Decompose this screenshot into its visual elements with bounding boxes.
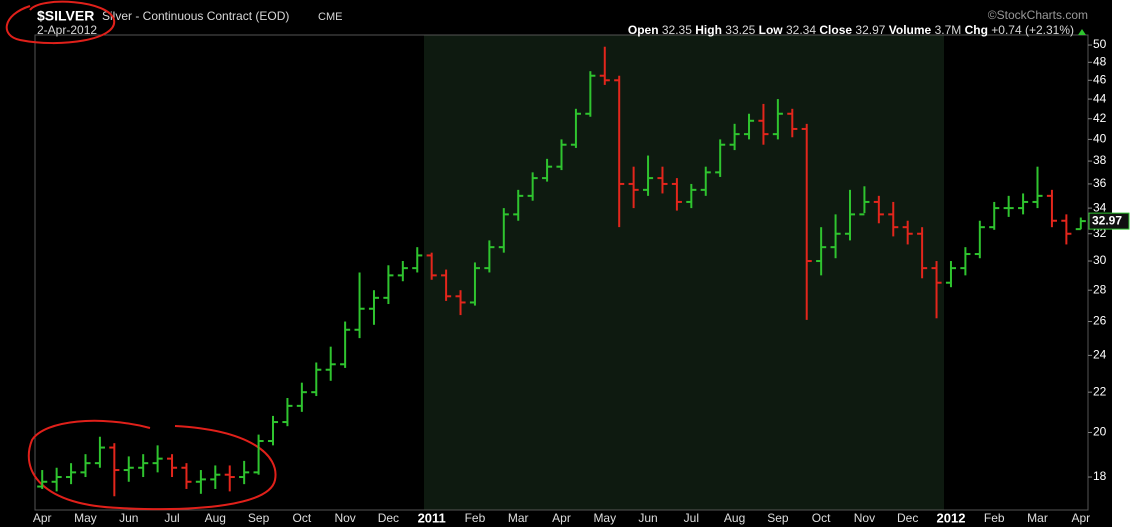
x-tick-label: Sep [248, 511, 270, 525]
x-tick-label: Aug [724, 511, 745, 525]
y-tick-label: 46 [1093, 72, 1107, 86]
x-tick-label: Apr [33, 511, 52, 525]
x-tick-label: Dec [897, 511, 918, 525]
change-arrow [1078, 29, 1086, 35]
y-tick-label: 38 [1093, 153, 1107, 167]
annotation-circle [27, 419, 277, 511]
quote-label: Close [819, 23, 852, 37]
x-tick-label: Jul [684, 511, 699, 525]
date: 2-Apr-2012 [37, 23, 97, 37]
x-tick-label: Oct [812, 511, 831, 525]
x-tick-label: Oct [293, 511, 312, 525]
y-tick-label: 28 [1093, 282, 1107, 296]
x-tick-label: Jul [164, 511, 179, 525]
x-tick-label: Jun [638, 511, 657, 525]
x-tick-label: 2012 [937, 510, 966, 525]
quote-label: Open [628, 23, 659, 37]
source: ©StockCharts.com [988, 8, 1088, 22]
y-tick-label: 42 [1093, 111, 1107, 125]
annotation-circle [5, 0, 116, 45]
x-tick-label: Feb [984, 511, 1005, 525]
y-tick-label: 40 [1093, 132, 1107, 146]
y-tick-label: 44 [1093, 91, 1107, 105]
x-tick-label: 2011 [418, 510, 446, 525]
y-tick-label: 26 [1093, 314, 1107, 328]
x-tick-label: Apr [1071, 511, 1090, 525]
quote: Open 32.35 High 33.25 Low 32.34 Close 32… [628, 23, 1074, 37]
plot-frame [34, 34, 1089, 511]
y-tick-label: 20 [1093, 425, 1107, 439]
chart-title: Silver - Continuous Contract (EOD) [102, 9, 289, 23]
x-tick-label: Aug [205, 511, 226, 525]
x-tick-label: Sep [767, 511, 789, 525]
last-price-label: 32.97 [1092, 213, 1122, 227]
x-tick-label: Feb [465, 511, 486, 525]
x-tick-label: Nov [854, 511, 875, 525]
quote-value: 3.7M [935, 23, 962, 37]
shaded-year [424, 35, 944, 510]
symbol: $SILVER [37, 8, 94, 24]
quote-value: +0.74 (+2.31%) [991, 23, 1074, 37]
quote-label: Chg [965, 23, 988, 37]
y-tick-label: 24 [1093, 348, 1107, 362]
y-tick-label: 36 [1093, 176, 1107, 190]
exchange: CME [318, 11, 342, 23]
quote-value: 32.35 [662, 23, 692, 37]
x-tick-label: May [593, 511, 616, 525]
quote-label: Volume [889, 23, 932, 37]
quote-value: 32.34 [786, 23, 816, 37]
quote-label: Low [759, 23, 784, 37]
x-tick-label: Dec [378, 511, 399, 525]
y-tick-label: 50 [1093, 37, 1107, 51]
quote-label: High [695, 23, 722, 37]
y-tick-label: 34 [1093, 200, 1107, 214]
x-tick-label: Mar [1027, 511, 1048, 525]
y-tick-label: 18 [1093, 469, 1107, 483]
y-tick-label: 30 [1093, 253, 1107, 267]
y-tick-label: 48 [1093, 54, 1107, 68]
y-tick-label: 22 [1093, 384, 1107, 398]
quote-value: 32.97 [855, 23, 885, 37]
x-tick-label: Jun [119, 511, 138, 525]
x-tick-label: May [74, 511, 97, 525]
x-tick-label: Mar [508, 511, 529, 525]
quote-value: 33.25 [725, 23, 755, 37]
x-tick-label: Nov [334, 511, 355, 525]
x-tick-label: Apr [552, 511, 571, 525]
last-price-box [1088, 212, 1130, 230]
